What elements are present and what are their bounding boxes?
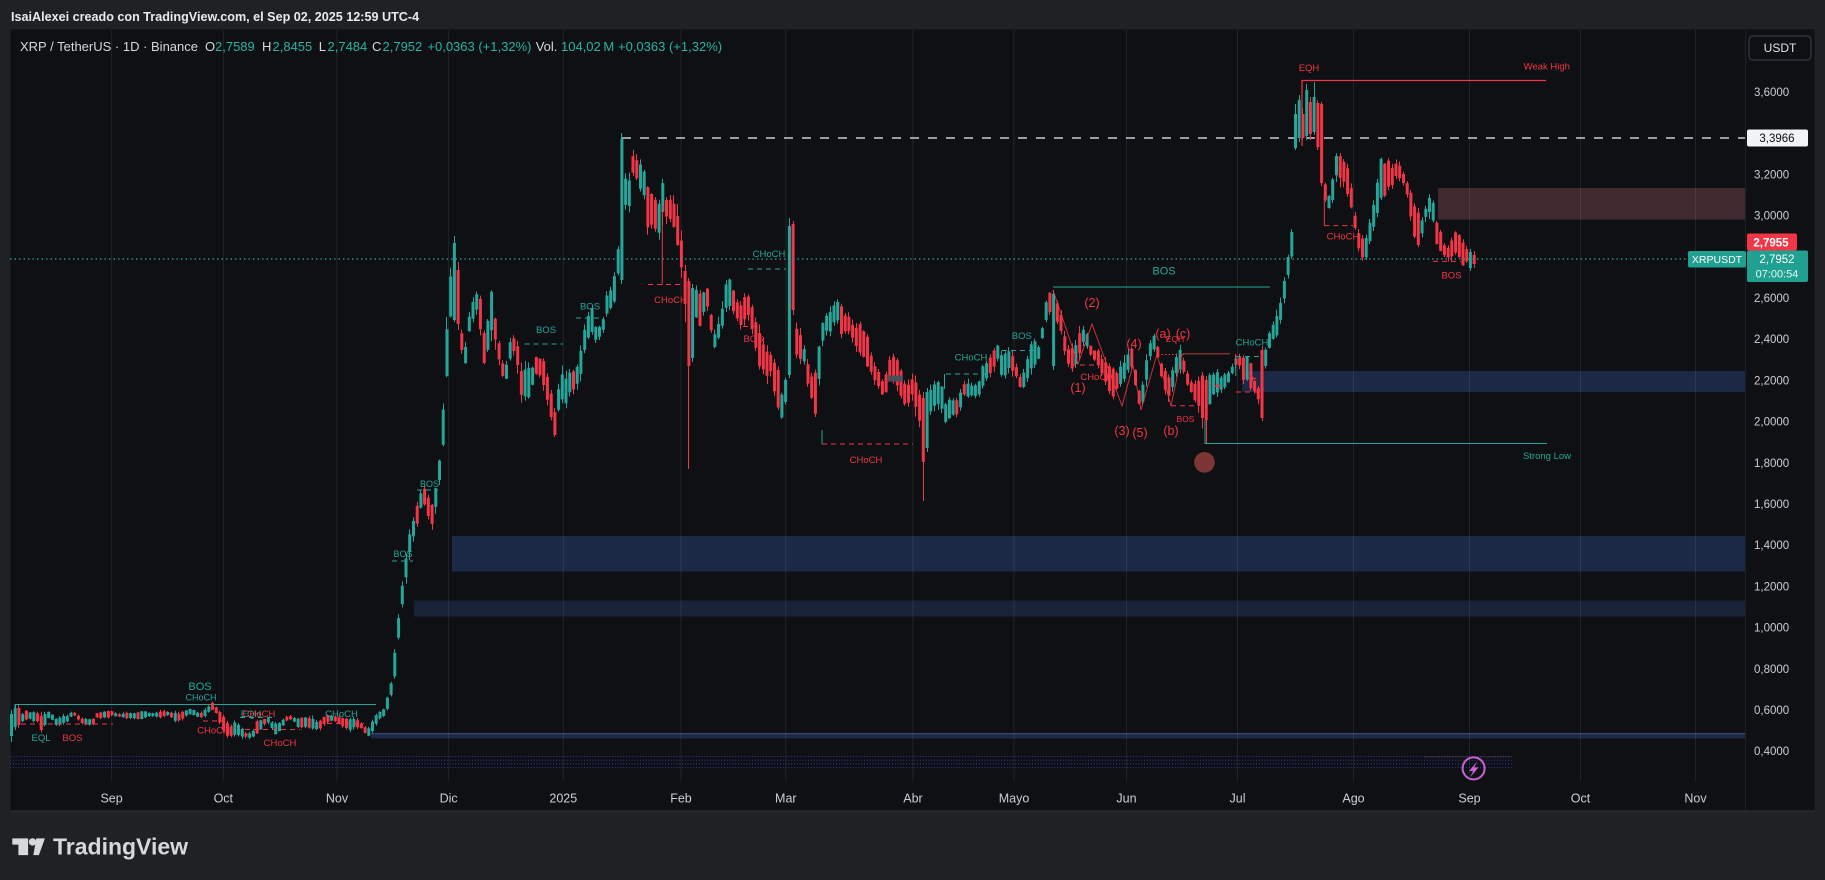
svg-text:XRPUSDT: XRPUSDT xyxy=(1692,254,1743,266)
svg-text:Nov: Nov xyxy=(1684,792,1707,806)
svg-text:Nov: Nov xyxy=(326,792,349,806)
svg-text:2,0000: 2,0000 xyxy=(1754,417,1789,429)
svg-text:BOS: BOS xyxy=(1177,414,1195,424)
svg-text:2,6000: 2,6000 xyxy=(1754,293,1789,305)
svg-text:USDT: USDT xyxy=(1764,41,1797,55)
svg-text:EQL: EQL xyxy=(31,733,50,744)
svg-text:BOS: BOS xyxy=(743,334,763,345)
svg-text:(c): (c) xyxy=(1176,327,1191,341)
svg-text:2,8455: 2,8455 xyxy=(273,39,313,54)
svg-text:0,4000: 0,4000 xyxy=(1754,746,1789,758)
svg-text:2,7952: 2,7952 xyxy=(383,39,423,54)
svg-text:(4): (4) xyxy=(1126,337,1141,351)
svg-text:BOS: BOS xyxy=(393,549,412,559)
svg-text:2,2000: 2,2000 xyxy=(1754,375,1789,387)
svg-text:EQH: EQH xyxy=(241,709,262,720)
svg-text:Oct: Oct xyxy=(214,792,234,806)
svg-text:(5): (5) xyxy=(1132,426,1147,440)
svg-text:CHoCH: CHoCH xyxy=(955,353,988,364)
svg-text:CHoCH: CHoCH xyxy=(753,249,786,260)
svg-text:Sep: Sep xyxy=(1458,792,1480,806)
svg-text:CHoCH: CHoCH xyxy=(1327,232,1360,243)
svg-text:(1): (1) xyxy=(1070,381,1085,395)
svg-text:CHoCH: CHoCH xyxy=(243,709,276,720)
svg-text:C: C xyxy=(372,39,381,54)
svg-text:CHoCH: CHoCH xyxy=(850,455,883,466)
svg-text:1,8000: 1,8000 xyxy=(1754,458,1789,470)
svg-text:H: H xyxy=(262,39,271,54)
svg-text:(3): (3) xyxy=(1114,424,1129,438)
svg-text:2,4000: 2,4000 xyxy=(1754,334,1789,346)
svg-text:CHoCH: CHoCH xyxy=(1236,338,1269,349)
svg-text:1,6000: 1,6000 xyxy=(1754,499,1789,511)
svg-text:Oct: Oct xyxy=(1571,792,1591,806)
svg-text:Jun: Jun xyxy=(1116,792,1136,806)
svg-text:CHoCH: CHoCH xyxy=(1080,372,1113,383)
svg-text:Ago: Ago xyxy=(1342,792,1364,806)
svg-text:Weak High: Weak High xyxy=(1524,62,1570,73)
svg-text:(a): (a) xyxy=(1155,327,1170,341)
svg-text:(2): (2) xyxy=(1084,296,1099,310)
svg-text:BOS: BOS xyxy=(536,325,556,336)
svg-text:CHoCH: CHoCH xyxy=(654,295,687,306)
svg-text:2,7952: 2,7952 xyxy=(1759,254,1794,266)
svg-text:2,7955: 2,7955 xyxy=(1753,238,1789,250)
svg-text:Dic: Dic xyxy=(440,792,458,806)
svg-text:CHoCH: CHoCH xyxy=(185,693,216,703)
svg-text:BOS: BOS xyxy=(62,733,82,744)
svg-text:3,6000: 3,6000 xyxy=(1754,87,1789,99)
svg-text:(b): (b) xyxy=(1163,424,1178,438)
svg-text:TradingView: TradingView xyxy=(53,834,188,860)
svg-text:Mayo: Mayo xyxy=(999,792,1030,806)
svg-text:2,7484: 2,7484 xyxy=(328,39,368,54)
svg-text:L: L xyxy=(319,39,326,54)
svg-text:BOS: BOS xyxy=(1012,331,1032,342)
svg-text:2025: 2025 xyxy=(549,792,577,806)
svg-text:2,7589: 2,7589 xyxy=(215,39,255,54)
svg-text:1,2000: 1,2000 xyxy=(1754,581,1789,593)
svg-text:EQH: EQH xyxy=(1299,63,1320,74)
svg-text:O: O xyxy=(205,39,215,54)
svg-text:104,02 M: 104,02 M xyxy=(561,39,614,54)
svg-text:BOS: BOS xyxy=(420,479,439,489)
svg-text:IsaiAlexei creado con TradingV: IsaiAlexei creado con TradingView.com, e… xyxy=(11,10,419,24)
svg-text:1,4000: 1,4000 xyxy=(1754,540,1789,552)
svg-text:Sep: Sep xyxy=(100,792,122,806)
svg-text:Feb: Feb xyxy=(670,792,692,806)
svg-text:+0,0363 (+1,32%): +0,0363 (+1,32%) xyxy=(618,39,722,54)
svg-text:CHoCH: CHoCH xyxy=(325,709,358,720)
svg-text:XRP / TetherUS · 1D · Binance: XRP / TetherUS · 1D · Binance xyxy=(20,39,198,54)
svg-text:BOS: BOS xyxy=(580,302,600,313)
svg-text:07:00:54: 07:00:54 xyxy=(1756,269,1799,281)
svg-text:CHoCH: CHoCH xyxy=(264,738,297,749)
svg-text:0,8000: 0,8000 xyxy=(1754,664,1789,676)
svg-text:3,2000: 3,2000 xyxy=(1754,169,1789,181)
svg-text:EQH: EQH xyxy=(1166,334,1184,344)
svg-text:Strong Low: Strong Low xyxy=(1523,451,1571,462)
svg-text:1,0000: 1,0000 xyxy=(1754,623,1789,635)
svg-text:Vol.: Vol. xyxy=(536,39,558,54)
svg-text:BOS: BOS xyxy=(188,681,211,693)
svg-text:Jul: Jul xyxy=(1230,792,1246,806)
svg-text:0,6000: 0,6000 xyxy=(1754,705,1789,717)
svg-text:BOS: BOS xyxy=(1441,271,1461,282)
svg-text:3,0000: 3,0000 xyxy=(1754,211,1789,223)
svg-text:Abr: Abr xyxy=(903,792,922,806)
svg-text:Mar: Mar xyxy=(775,792,797,806)
svg-text:+0,0363 (+1,32%): +0,0363 (+1,32%) xyxy=(427,39,531,54)
svg-text:BOS: BOS xyxy=(1152,266,1175,278)
svg-text:CHoCH: CHoCH xyxy=(197,726,230,737)
svg-text:3,3966: 3,3966 xyxy=(1759,133,1794,145)
